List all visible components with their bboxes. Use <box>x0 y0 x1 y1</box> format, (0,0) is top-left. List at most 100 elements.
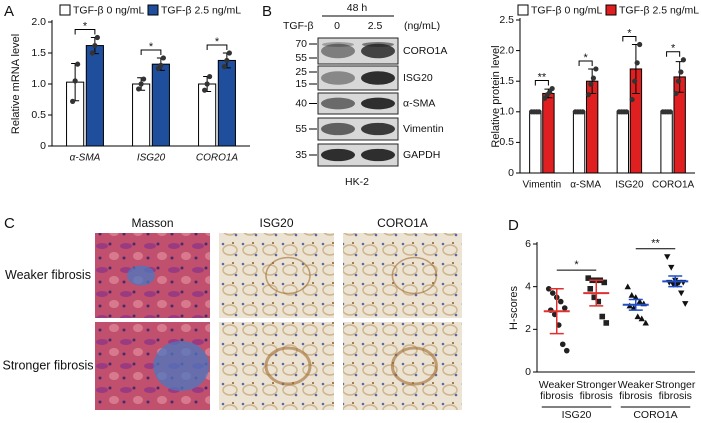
blot-band <box>361 71 395 85</box>
blot-unit: (ng/mL) <box>404 20 440 32</box>
blot-band <box>321 148 355 162</box>
data-point <box>593 66 599 72</box>
y-axis-label: Relative protein level <box>490 45 502 147</box>
data-point <box>549 290 556 296</box>
data-point <box>92 42 98 49</box>
data-point <box>678 290 685 297</box>
data-point <box>632 78 638 84</box>
y-tick-label: 2.5 <box>499 14 514 26</box>
data-point <box>557 298 564 305</box>
y-tick-label: 0 <box>40 140 46 152</box>
blot-marker: 35 <box>295 149 307 161</box>
data-point <box>601 279 608 286</box>
legend-label: TGF-β 2.5 ng/mL <box>161 4 241 16</box>
significance-bracket <box>534 80 549 86</box>
data-point <box>559 341 566 348</box>
data-point <box>563 347 570 354</box>
data-point <box>70 98 76 104</box>
panel-label: C <box>4 215 15 232</box>
blot-band <box>321 43 355 59</box>
y-tick-label: 1.5 <box>31 47 46 59</box>
y-tick-label: 0.5 <box>499 136 514 148</box>
significance-label: * <box>574 259 579 271</box>
data-point <box>585 92 592 98</box>
data-point <box>202 87 208 93</box>
row-label: Stronger fibrosis <box>2 358 93 372</box>
bar <box>529 111 542 174</box>
blot-marker: 55 <box>295 123 307 135</box>
column-header: Masson <box>131 216 173 230</box>
blot-marker: 40 <box>295 97 307 109</box>
legend-label: TGF-β 0 ng/mL <box>73 4 145 16</box>
x-tick-label: Stronger fibrosis <box>576 379 617 402</box>
data-point <box>595 298 602 305</box>
data-point <box>207 73 213 80</box>
y-tick-label: 0 <box>508 167 514 179</box>
histology-image <box>219 233 334 318</box>
data-point <box>591 294 598 301</box>
blot-marker: 55 <box>295 52 307 64</box>
blot-band <box>321 97 355 110</box>
data-point <box>623 109 630 115</box>
y-tick-label: 0 <box>525 366 531 378</box>
y-tick-label: 2.0 <box>31 16 46 28</box>
significance-label: * <box>583 52 588 64</box>
data-point <box>226 50 232 56</box>
bar <box>151 63 170 147</box>
significance-bracket <box>74 29 96 35</box>
blot-marker: 25 <box>295 66 307 78</box>
stain-region <box>264 346 312 386</box>
blot-marker: 15 <box>295 78 307 90</box>
blot-dose: 2.5 <box>368 20 383 32</box>
data-point <box>642 319 649 326</box>
data-point <box>628 292 635 298</box>
bar <box>660 111 673 174</box>
stain-region <box>391 256 438 295</box>
y-axis-label: H-scores <box>508 286 520 331</box>
data-point <box>89 50 95 56</box>
data-point <box>221 64 227 70</box>
x-tick-label: Weaker fibrosis <box>538 379 575 402</box>
y-axis-label: Relative mRNA level <box>10 34 22 134</box>
data-point <box>75 61 81 67</box>
blot-protein: ISG20 <box>403 72 433 84</box>
stain-region <box>265 256 311 295</box>
significance-label: ** <box>651 238 660 250</box>
legend-swatch <box>147 4 159 16</box>
bar <box>542 92 555 174</box>
data-point <box>590 75 597 81</box>
data-point <box>680 57 687 63</box>
data-point <box>542 95 548 101</box>
data-point <box>624 283 631 290</box>
data-point <box>580 109 586 115</box>
error-bar <box>628 298 643 311</box>
x-tick-label: α-SMA <box>570 180 601 191</box>
histology-image <box>343 233 462 318</box>
significance-label: ** <box>538 71 547 83</box>
data-point <box>675 78 682 84</box>
legend-label: TGF-β 0 ng/mL <box>531 4 603 16</box>
blot-protein: α-SMA <box>403 97 435 109</box>
blot-band <box>361 148 395 162</box>
blot-cell-line: HK-2 <box>345 176 369 188</box>
data-point <box>634 313 641 320</box>
blot-time: 48 h <box>347 2 368 14</box>
y-tick-label: 4 <box>525 280 531 292</box>
data-point <box>94 34 100 41</box>
x-tick-label: Stronger fibrosis <box>655 379 696 402</box>
data-point <box>158 62 164 68</box>
blot-band <box>321 122 355 136</box>
bar <box>217 59 236 147</box>
data-point <box>549 85 555 92</box>
legend-swatch <box>517 4 529 16</box>
group-label: ISG20 <box>562 409 592 421</box>
data-point <box>668 264 675 271</box>
blot-protein: CORO1A <box>403 45 447 57</box>
data-point <box>673 90 679 97</box>
x-tick-label: α-SMA <box>70 153 101 164</box>
group-label: CORO1A <box>633 409 677 421</box>
error-bar <box>668 275 683 288</box>
panel-label: D <box>508 217 519 234</box>
